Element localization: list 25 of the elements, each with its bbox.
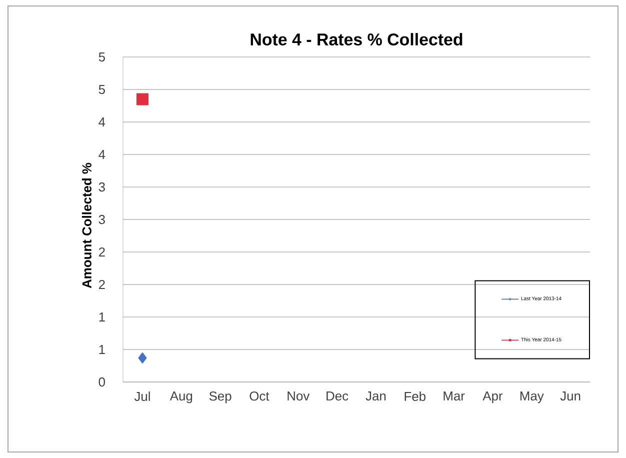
y-tick-label: 1 [99,345,105,354]
y-axis-title: Amount Collected % [82,162,92,288]
y-tick-label: 3 [98,214,105,224]
x-tick-label: Apr [482,392,503,404]
x-tick-label: Mar [444,392,465,401]
x-tick-label: Sep [209,392,232,404]
x-tick-label: Aug [170,392,192,404]
y-tick-label: 4 [98,118,106,126]
chart-title: Note 4 - Rates % Collected [250,33,462,46]
y-tick-label: 2 [98,247,105,257]
y-tick-label: 1 [99,312,105,322]
y-tick-label: 0 [98,377,105,387]
y-tick-label: 5 [98,84,105,94]
x-tick-label: Nov [288,392,310,401]
x-tick-label: Oct [250,392,270,401]
x-tick-label: Jun [560,392,580,401]
y-tick-label: 2 [98,280,105,290]
y-tick-label: 4 [98,150,106,159]
x-tick-label: Jul [134,392,150,402]
x-tick-label: Jan [366,392,386,401]
y-tick-label: 5 [98,52,105,62]
y-tick-label: 3 [98,182,105,192]
x-tick-label: May [520,392,544,404]
x-tick-label: Dec [326,392,348,401]
x-tick-label: Feb [404,392,426,402]
